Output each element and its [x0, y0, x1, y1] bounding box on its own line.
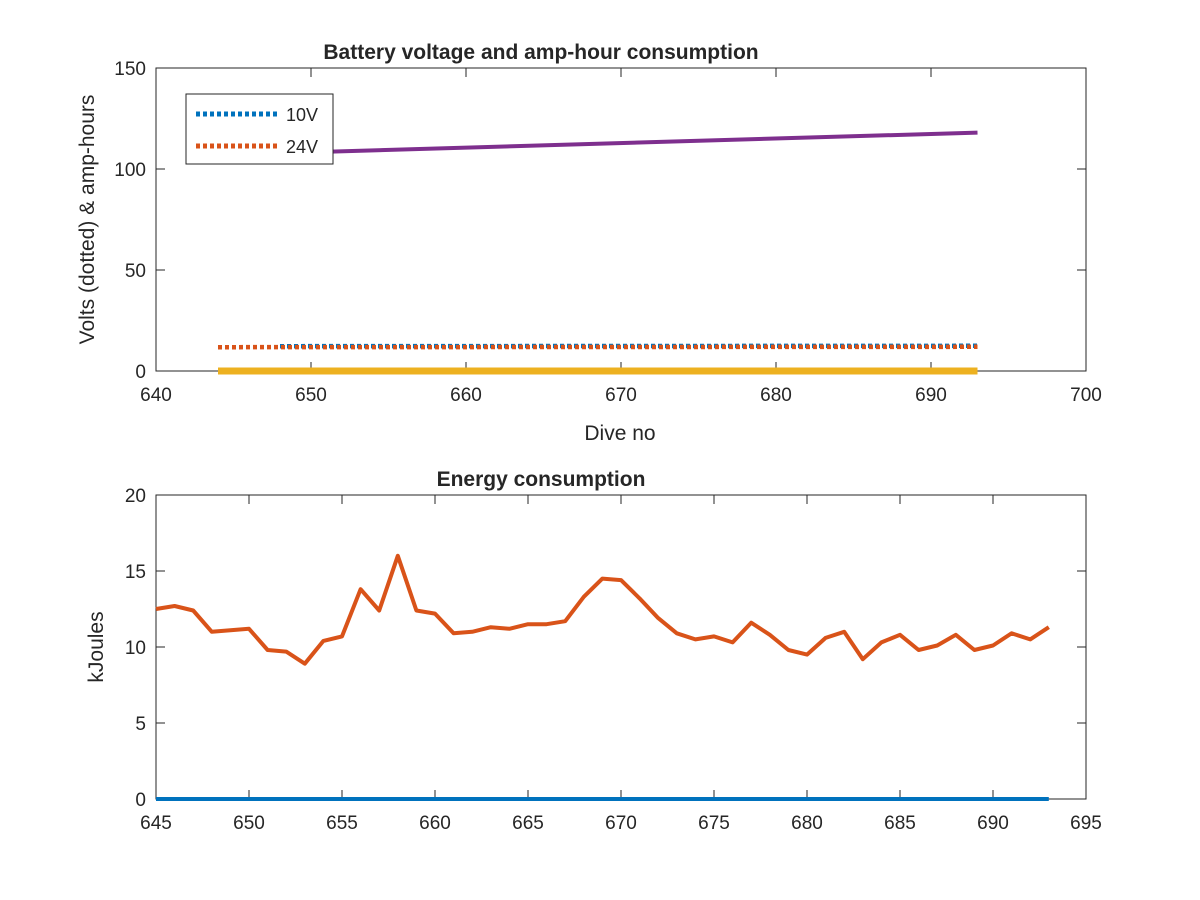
x-tick-label: 655 — [326, 813, 358, 834]
x-tick-label: 650 — [295, 385, 327, 406]
y-axis-label: Volts (dotted) & amp-hours — [76, 95, 99, 345]
legend: 10V 24V — [185, 93, 334, 165]
x-tick-label: 660 — [419, 813, 451, 834]
x-tick-label: 665 — [512, 813, 544, 834]
series-line-3 — [217, 130, 978, 157]
legend-entry: 24V — [286, 137, 318, 157]
y-tick-label: 20 — [125, 486, 146, 507]
x-tick-label: 690 — [915, 385, 947, 406]
series-line-2 — [155, 553, 1050, 666]
x-tick-label: 695 — [1070, 813, 1102, 834]
y-tick-label: 150 — [114, 59, 146, 80]
x-tick-label: 645 — [140, 813, 172, 834]
x-tick-label: 670 — [605, 813, 637, 834]
x-tick-label: 660 — [450, 385, 482, 406]
legend-entry: 10V — [286, 105, 318, 125]
x-tick-label: 680 — [760, 385, 792, 406]
x-tick-label: 690 — [977, 813, 1009, 834]
chart-title: Battery voltage and amp-hour consumption — [323, 41, 758, 64]
y-tick-label: 10 — [125, 638, 146, 659]
y-tick-label: 5 — [135, 714, 146, 735]
plot-area — [155, 494, 1087, 800]
x-tick-label: 650 — [233, 813, 265, 834]
y-tick-label: 0 — [135, 790, 146, 811]
x-tick-label: 640 — [140, 385, 172, 406]
y-tick-label: 50 — [125, 261, 146, 282]
x-tick-label: 685 — [884, 813, 916, 834]
x-tick-label: 675 — [698, 813, 730, 834]
x-tick-label: 670 — [605, 385, 637, 406]
x-axis-label: Dive no — [584, 422, 655, 445]
y-tick-label: 0 — [135, 362, 146, 383]
x-tick-label: 700 — [1070, 385, 1102, 406]
chart-1: 640 650 660 670 680 690 700 0 50 100 150 Battery vo… — [76, 41, 1102, 445]
y-tick-label: 100 — [114, 160, 146, 181]
legend-box — [185, 93, 334, 165]
chart-2: 645 650 655 660 665 670 675 680 685 690 695 0 5 10 15 2… — [85, 468, 1102, 834]
chart-title: Energy consumption — [437, 468, 646, 491]
y-tick-label: 15 — [125, 562, 146, 583]
y-axis-label: kJoules — [85, 611, 108, 682]
x-tick-label: 680 — [791, 813, 823, 834]
